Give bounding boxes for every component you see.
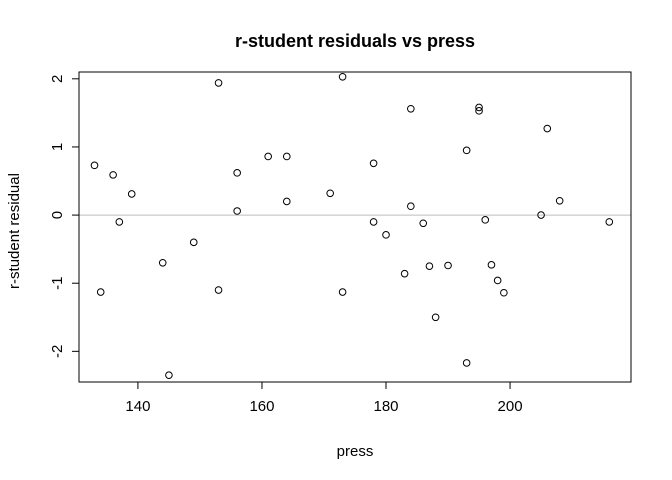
data-point xyxy=(419,219,428,228)
chart-title: r-student residuals vs press xyxy=(235,31,475,51)
data-point xyxy=(282,197,291,206)
data-point xyxy=(338,72,347,81)
y-tick-label: 2 xyxy=(49,75,66,83)
data-point xyxy=(165,371,173,379)
data-point xyxy=(407,202,415,211)
y-tick-label: -1 xyxy=(49,277,66,290)
x-tick-label: 200 xyxy=(498,398,523,415)
data-point xyxy=(233,207,241,215)
data-point xyxy=(382,231,390,239)
data-point xyxy=(431,313,440,322)
data-point xyxy=(282,152,291,161)
x-tick-label: 140 xyxy=(125,398,150,415)
data-point xyxy=(555,196,564,205)
data-point xyxy=(96,288,105,296)
data-point xyxy=(400,269,409,278)
data-point xyxy=(109,171,117,179)
data-point xyxy=(264,152,272,161)
data-point xyxy=(115,218,124,226)
data-point xyxy=(462,146,471,155)
data-point xyxy=(475,107,483,115)
data-point xyxy=(481,216,490,224)
data-point xyxy=(493,276,502,285)
data-point xyxy=(214,286,223,294)
data-point xyxy=(475,103,483,112)
data-point xyxy=(543,124,552,133)
x-axis-label: press xyxy=(337,443,374,460)
data-point xyxy=(214,79,223,87)
data-point xyxy=(338,288,347,296)
data-point xyxy=(189,238,198,247)
data-point xyxy=(127,190,136,198)
data-point xyxy=(500,288,508,297)
data-point xyxy=(158,258,167,267)
plot-area: 140 160 180 200 -2 -1 0 1 2 xyxy=(49,71,632,415)
data-point xyxy=(90,161,99,170)
data-point xyxy=(462,359,471,367)
plot-frame xyxy=(78,71,632,383)
data-point xyxy=(444,261,452,270)
data-point xyxy=(326,189,334,198)
data-point xyxy=(369,218,378,226)
y-tick-label: 0 xyxy=(49,211,66,219)
data-point xyxy=(425,262,434,270)
x-tick-label: 160 xyxy=(249,398,274,415)
data-point xyxy=(233,169,241,177)
y-axis-label: r-student residual xyxy=(6,173,23,289)
data-point xyxy=(605,218,614,226)
data-point xyxy=(487,261,496,269)
x-tick-label: 180 xyxy=(373,398,398,415)
y-tick-label: -2 xyxy=(49,345,66,358)
data-point xyxy=(407,104,415,113)
data-point xyxy=(369,159,378,168)
data-point xyxy=(537,211,545,219)
y-tick-label: 1 xyxy=(49,143,66,151)
